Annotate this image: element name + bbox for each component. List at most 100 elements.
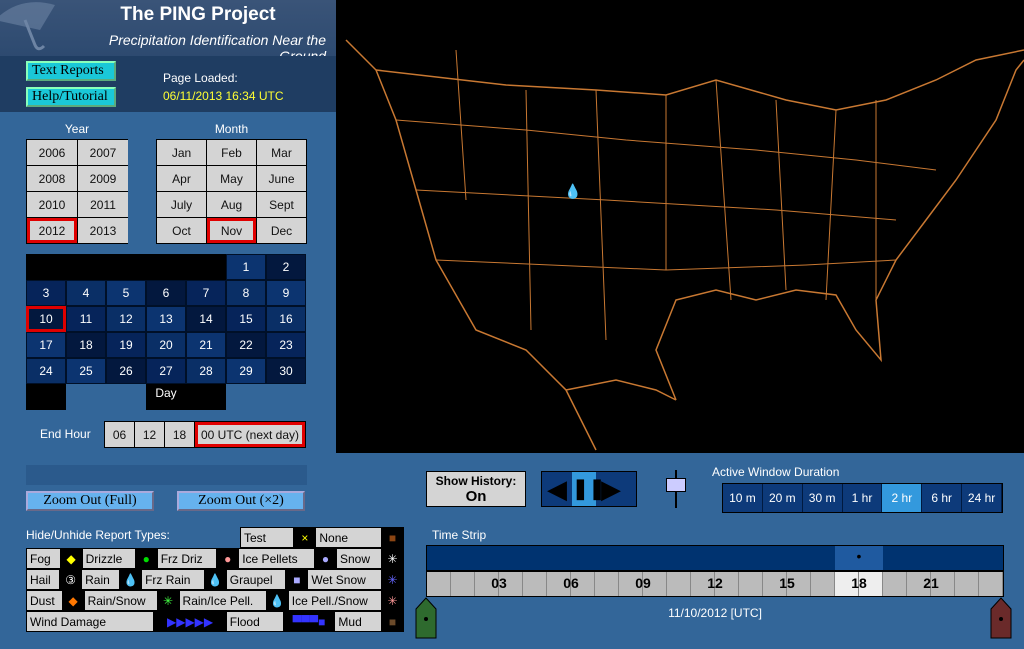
day-14[interactable]: 14 xyxy=(186,306,226,332)
report-type-hail[interactable]: Hail xyxy=(25,569,61,590)
report-type-none[interactable]: None xyxy=(315,527,382,548)
month-oct[interactable]: Oct xyxy=(157,218,206,243)
day-16[interactable]: 16 xyxy=(266,306,306,332)
time-strip-hour-cell[interactable] xyxy=(475,572,499,596)
day-13[interactable]: 13 xyxy=(146,306,186,332)
rain-report-marker[interactable]: 💧 xyxy=(564,183,582,199)
rain-ice-pell--icon[interactable]: 💧 xyxy=(265,590,289,611)
year-2008[interactable]: 2008 xyxy=(27,166,77,191)
duration-30m[interactable]: 30 m xyxy=(802,484,843,512)
month-dec[interactable]: Dec xyxy=(257,218,306,243)
day-23[interactable]: 23 xyxy=(266,332,306,358)
frz-rain-icon[interactable]: 💧 xyxy=(203,569,227,590)
day-27[interactable]: 27 xyxy=(146,358,186,384)
day-3[interactable]: 3 xyxy=(26,280,66,306)
time-strip-hour-cell[interactable] xyxy=(715,572,739,596)
day-5[interactable]: 5 xyxy=(106,280,146,306)
day-11[interactable]: 11 xyxy=(66,306,106,332)
rain-snow-icon[interactable]: ✳ xyxy=(156,590,180,611)
day-1[interactable]: 1 xyxy=(226,254,266,280)
report-type-dust[interactable]: Dust xyxy=(26,590,63,611)
text-reports-button[interactable]: Text Reports xyxy=(26,61,116,81)
day-6[interactable]: 6 xyxy=(146,280,186,306)
day-25[interactable]: 25 xyxy=(66,358,106,384)
wind-damage-icon[interactable]: ▶▶▶▶▶ xyxy=(153,611,227,632)
day-22[interactable]: 22 xyxy=(226,332,266,358)
duration-10m[interactable]: 10 m xyxy=(723,484,763,512)
rain-icon[interactable]: 💧 xyxy=(119,569,143,590)
time-strip-hour-cell[interactable] xyxy=(835,572,859,596)
time-strip-hour-cell[interactable] xyxy=(451,572,475,596)
time-strip-hour-cell[interactable] xyxy=(691,572,715,596)
day-26[interactable]: 26 xyxy=(106,358,146,384)
time-strip-hour-cell[interactable] xyxy=(979,572,1003,596)
report-type-snow[interactable]: Snow xyxy=(335,548,383,569)
report-type-rain[interactable]: Rain xyxy=(81,569,121,590)
time-strip-hour-cell[interactable] xyxy=(571,572,595,596)
year-2009[interactable]: 2009 xyxy=(78,166,128,191)
month-sept[interactable]: Sept xyxy=(257,192,306,217)
none-icon[interactable]: ■ xyxy=(381,527,404,548)
time-strip-hour-cell[interactable] xyxy=(427,572,451,596)
day-21[interactable]: 21 xyxy=(186,332,226,358)
day-19[interactable]: 19 xyxy=(106,332,146,358)
report-type-flood[interactable]: Flood xyxy=(225,611,284,632)
day-18[interactable]: 18 xyxy=(66,332,106,358)
time-strip-hour-cell[interactable] xyxy=(643,572,667,596)
time-strip-hour-cell[interactable] xyxy=(763,572,787,596)
month-nov[interactable]: Nov xyxy=(207,218,256,243)
time-strip-hour-cell[interactable] xyxy=(787,572,811,596)
month-july[interactable]: July xyxy=(157,192,206,217)
day-20[interactable]: 20 xyxy=(146,332,186,358)
report-type-fog[interactable]: Fog xyxy=(26,548,61,569)
drizzle-icon[interactable]: ● xyxy=(134,548,158,569)
time-strip-hour-cell[interactable] xyxy=(619,572,643,596)
report-type-rain-ice-pell-[interactable]: Rain/Ice Pell. xyxy=(178,590,267,611)
time-strip-hour-cell[interactable] xyxy=(907,572,931,596)
year-2011[interactable]: 2011 xyxy=(78,192,128,217)
month-feb[interactable]: Feb xyxy=(207,140,256,165)
duration-6hr[interactable]: 6 hr xyxy=(922,484,963,512)
report-type-ice-pell-snow[interactable]: Ice Pell./Snow xyxy=(287,590,383,611)
year-2012[interactable]: 2012 xyxy=(27,218,77,243)
month-apr[interactable]: Apr xyxy=(157,166,206,191)
snow-icon[interactable]: ✳ xyxy=(381,548,404,569)
report-type-frz-driz[interactable]: Frz Driz xyxy=(156,548,218,569)
frz-driz-icon[interactable]: ● xyxy=(216,548,240,569)
day-4[interactable]: 4 xyxy=(66,280,106,306)
time-strip-hour-cell[interactable] xyxy=(931,572,955,596)
time-strip-hours[interactable]: 03 06 09 12 15 18 21 xyxy=(426,571,1004,597)
time-strip-hour-cell[interactable] xyxy=(883,572,907,596)
day-8[interactable]: 8 xyxy=(226,280,266,306)
previous-button[interactable]: ◀ xyxy=(547,474,567,504)
end-hour-1[interactable]: 12 xyxy=(135,422,164,447)
time-strip-hour-cell[interactable] xyxy=(523,572,547,596)
duration-2hr[interactable]: 2 hr xyxy=(882,484,923,512)
end-handle-icon[interactable] xyxy=(990,597,1012,639)
report-type-drizzle[interactable]: Drizzle xyxy=(81,548,136,569)
month-mar[interactable]: Mar xyxy=(257,140,306,165)
report-type-graupel[interactable]: Graupel xyxy=(225,569,287,590)
duration-1hr[interactable]: 1 hr xyxy=(842,484,883,512)
month-june[interactable]: June xyxy=(257,166,306,191)
zoom-out-x2-button[interactable]: Zoom Out (×2) xyxy=(177,491,305,511)
year-2010[interactable]: 2010 xyxy=(27,192,77,217)
fog-icon[interactable]: ◆ xyxy=(59,548,83,569)
time-strip-hour-cell[interactable] xyxy=(667,572,691,596)
time-strip-hour-cell[interactable] xyxy=(547,572,571,596)
mud-icon[interactable]: ■ xyxy=(381,611,404,632)
time-strip-hour-cell[interactable] xyxy=(955,572,979,596)
day-29[interactable]: 29 xyxy=(226,358,266,384)
report-type-ice-pellets[interactable]: Ice Pellets xyxy=(238,548,315,569)
day-7[interactable]: 7 xyxy=(186,280,226,306)
test-icon[interactable]: × xyxy=(293,527,317,548)
time-strip-hour-cell[interactable] xyxy=(739,572,763,596)
report-type-rain-snow[interactable]: Rain/Snow xyxy=(83,590,158,611)
time-strip-hour-cell[interactable] xyxy=(595,572,619,596)
end-hour-0[interactable]: 06 xyxy=(105,422,134,447)
dust-icon[interactable]: ◆ xyxy=(61,590,85,611)
ice-pell-snow-icon[interactable]: ✳ xyxy=(381,590,404,611)
end-hour-3[interactable]: 00 UTC (next day) xyxy=(195,422,305,447)
active-window-indicator[interactable]: • xyxy=(835,546,883,570)
day-2[interactable]: 2 xyxy=(266,254,306,280)
